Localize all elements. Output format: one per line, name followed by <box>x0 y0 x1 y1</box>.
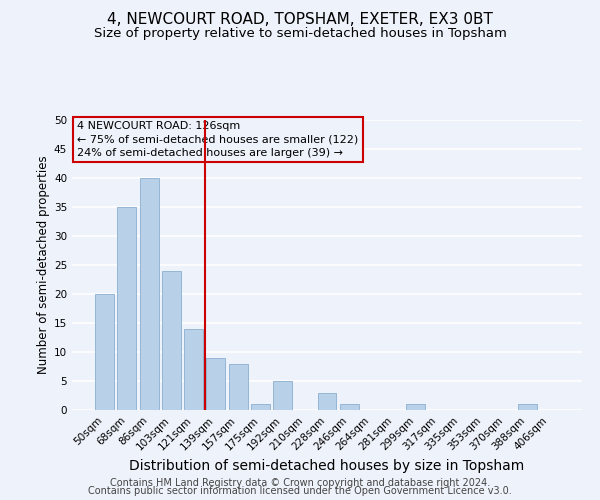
Text: Size of property relative to semi-detached houses in Topsham: Size of property relative to semi-detach… <box>94 28 506 40</box>
Bar <box>206 358 225 410</box>
Bar <box>251 404 270 410</box>
Bar <box>229 364 248 410</box>
Bar <box>273 381 292 410</box>
Bar <box>140 178 158 410</box>
Bar <box>162 271 181 410</box>
Bar <box>184 329 203 410</box>
Text: 4 NEWCOURT ROAD: 126sqm
← 75% of semi-detached houses are smaller (122)
24% of s: 4 NEWCOURT ROAD: 126sqm ← 75% of semi-de… <box>77 122 358 158</box>
Bar <box>118 207 136 410</box>
X-axis label: Distribution of semi-detached houses by size in Topsham: Distribution of semi-detached houses by … <box>130 458 524 472</box>
Bar <box>406 404 425 410</box>
Bar <box>340 404 359 410</box>
Text: Contains public sector information licensed under the Open Government Licence v3: Contains public sector information licen… <box>88 486 512 496</box>
Text: Contains HM Land Registry data © Crown copyright and database right 2024.: Contains HM Land Registry data © Crown c… <box>110 478 490 488</box>
Y-axis label: Number of semi-detached properties: Number of semi-detached properties <box>37 156 50 374</box>
Bar <box>95 294 114 410</box>
Bar <box>317 392 337 410</box>
Bar <box>518 404 536 410</box>
Text: 4, NEWCOURT ROAD, TOPSHAM, EXETER, EX3 0BT: 4, NEWCOURT ROAD, TOPSHAM, EXETER, EX3 0… <box>107 12 493 28</box>
